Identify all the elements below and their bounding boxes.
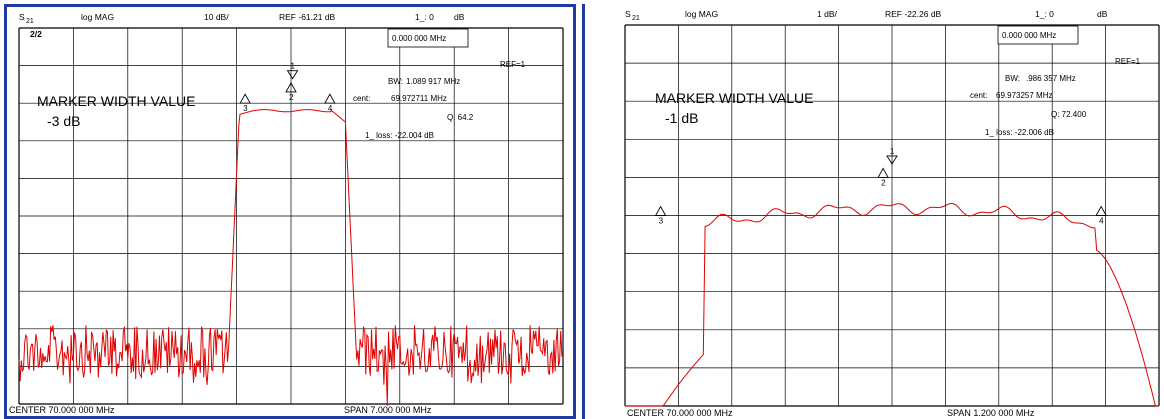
scale-label: 10 dB/: [204, 12, 229, 22]
loss-value: 1_ loss: -22.004 dB: [365, 131, 434, 140]
q-value: Q: 64.2: [447, 113, 474, 122]
cent-value: 69.972711 MHz: [391, 94, 447, 103]
marker-freq: 0.000 000 MHz: [1002, 31, 1056, 40]
s21-trace: [18, 109, 564, 406]
center-freq: CENTER 70.000 000 MHz: [627, 408, 733, 418]
cent-label: cent:: [353, 94, 370, 103]
marker-unit: dB: [1097, 9, 1108, 19]
marker-label-4: 4: [328, 104, 333, 113]
s21-trace: [625, 203, 1159, 407]
ref-label: REF -61.21 dB: [279, 12, 336, 22]
bw-label: BW:: [388, 77, 403, 86]
format-label: log MAG: [81, 12, 114, 22]
left-analyzer-panel: S 21 log MAG 10 dB/ REF -61.21 dB 1_: 0 …: [4, 4, 576, 419]
loss-value: 1_ loss: -22.006 dB: [985, 128, 1054, 137]
corner-label: 2/2: [30, 29, 42, 39]
right-analyzer-panel: S 21 log MAG 1 dB/ REF -22.26 dB 1_: 0 d…: [582, 4, 1164, 419]
scale-label: 1 dB/: [817, 9, 837, 19]
marker-3: [654, 205, 667, 216]
marker-freq-box: [387, 28, 469, 48]
marker-header: 1_: 0: [1035, 9, 1054, 19]
marker-label-3: 3: [659, 217, 664, 226]
marker-width-value: -1 dB: [665, 110, 698, 126]
param-sub: 21: [632, 15, 640, 22]
markers: 1 2 3 4: [239, 62, 336, 113]
param-sub: 21: [26, 18, 34, 25]
right-chart: S 21 log MAG 1 dB/ REF -22.26 dB 1_: 0 d…: [624, 9, 1160, 418]
marker-label-2: 2: [289, 93, 294, 102]
center-freq: CENTER 70.000 000 MHz: [9, 405, 115, 415]
marker-4: [1095, 205, 1107, 216]
param-label: S: [19, 12, 25, 22]
marker-unit: dB: [454, 12, 465, 22]
marker-freq: 0.000 000 MHz: [392, 34, 446, 43]
marker-4: [324, 93, 336, 104]
bw-value: .986 357 MHz: [1026, 74, 1076, 83]
format-label: log MAG: [685, 9, 718, 19]
marker-label-3: 3: [243, 104, 248, 113]
marker-width-value: -3 dB: [47, 113, 80, 129]
q-value: Q: 72.400: [1051, 110, 1087, 119]
span-freq: SPAN 7.000 000 MHz: [344, 405, 432, 415]
marker-label-1: 1: [291, 62, 296, 71]
marker-header: 1_: 0: [415, 12, 434, 22]
marker-label-4: 4: [1099, 217, 1104, 226]
marker-2: [285, 81, 297, 93]
bw-label: BW:: [1005, 74, 1020, 83]
marker-1: [886, 155, 898, 165]
marker-width-title: MARKER WIDTH VALUE: [655, 90, 813, 106]
marker-freq-box: [997, 25, 1079, 45]
bw-value: 1.089 917 MHz: [406, 77, 460, 86]
marker-1: [286, 70, 299, 80]
left-chart: S 21 log MAG 10 dB/ REF -61.21 dB 1_: 0 …: [9, 12, 564, 415]
ref-marker: REF=1: [500, 60, 526, 69]
marker-label-2: 2: [881, 178, 886, 187]
span-freq: SPAN 1.200 000 MHz: [947, 408, 1035, 418]
grid: [624, 24, 1160, 407]
marker-3: [239, 93, 251, 104]
marker-2: [877, 167, 889, 178]
ref-label: REF -22.26 dB: [885, 9, 942, 19]
marker-width-title: MARKER WIDTH VALUE: [37, 93, 195, 109]
markers: 1 2 3 4: [654, 147, 1107, 226]
param-label: S: [625, 9, 631, 19]
ref-marker: REF=1: [1115, 57, 1141, 66]
cent-value: 69.973257 MHz: [996, 91, 1052, 100]
grid: [18, 27, 564, 405]
cent-label: cent:: [970, 91, 987, 100]
marker-label-1: 1: [890, 147, 895, 156]
